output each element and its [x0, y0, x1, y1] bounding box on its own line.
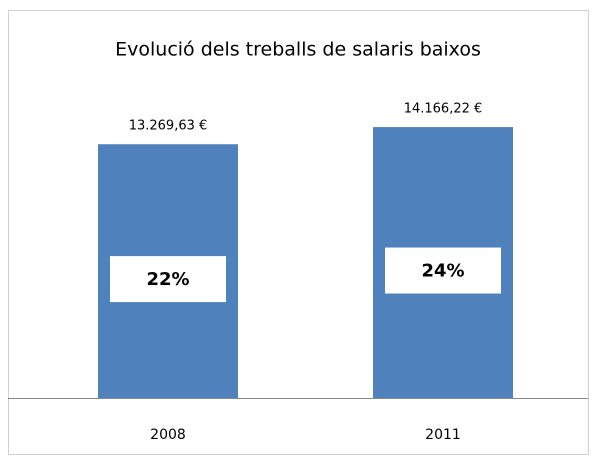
- annotation-box: [110, 256, 226, 303]
- annotation-box: [385, 247, 501, 294]
- annotation: 24%: [421, 261, 464, 282]
- x-tick-label: 2008: [150, 427, 186, 443]
- value-label: 13.269,63 €: [129, 119, 208, 134]
- x-tick-label: 2011: [425, 427, 461, 443]
- value-label: 14.166,22 €: [404, 102, 483, 117]
- chart-title: Evolució dels treballs de salaris baixos: [115, 39, 481, 61]
- annotation: 22%: [146, 269, 189, 290]
